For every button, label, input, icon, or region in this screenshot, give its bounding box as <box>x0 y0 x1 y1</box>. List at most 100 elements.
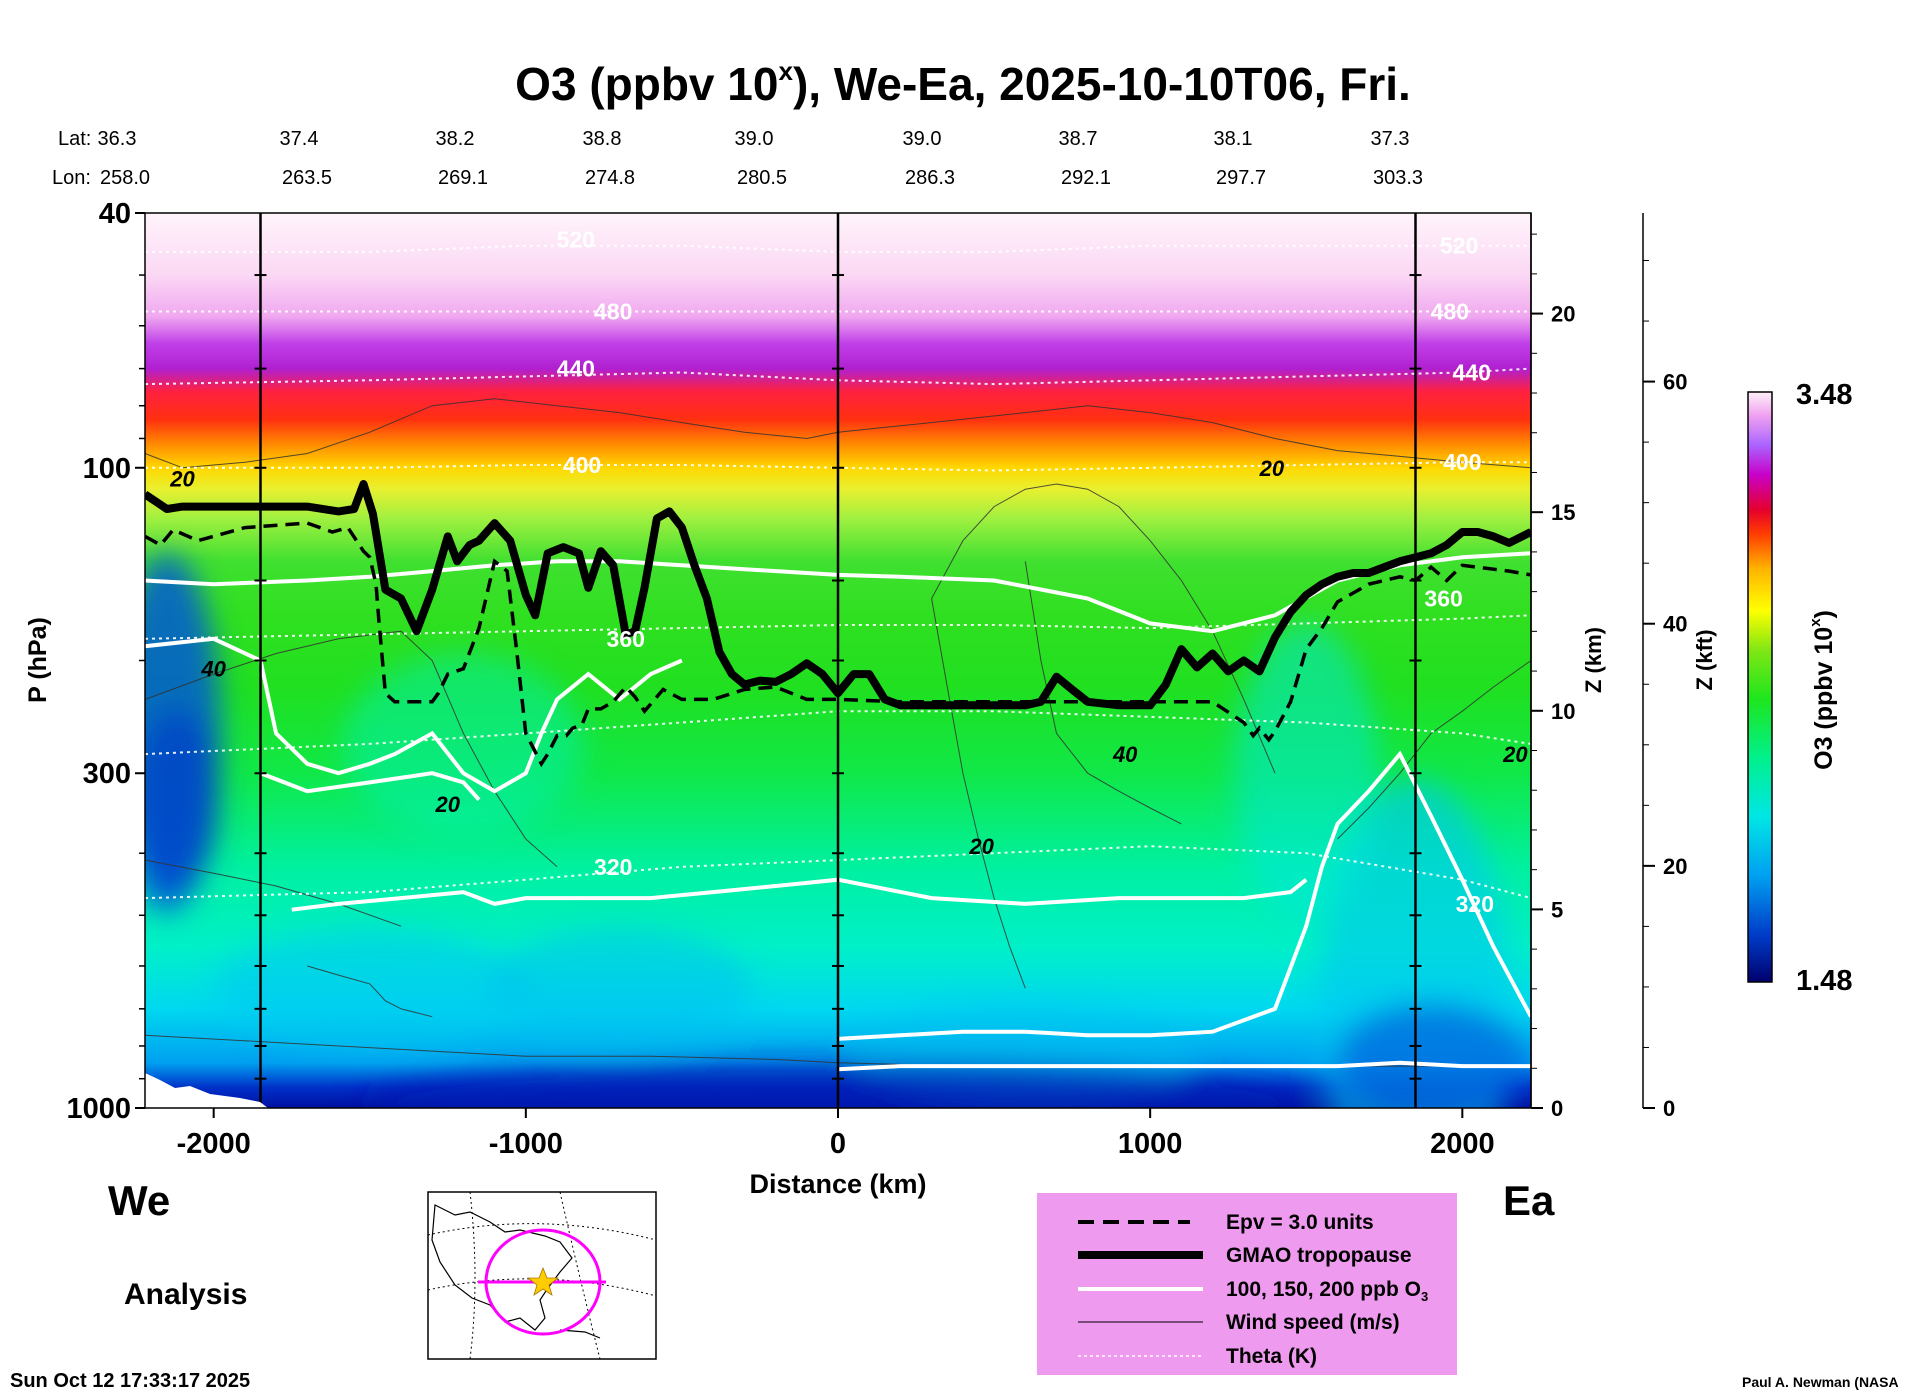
z-kft-tick-label: 40 <box>1663 612 1687 637</box>
wind-label: 20 <box>968 834 994 859</box>
lon-value: 280.5 <box>737 167 787 189</box>
wind-contour <box>931 598 1026 989</box>
continent-outline <box>431 1204 573 1331</box>
x-tick-label: -2000 <box>177 1128 251 1160</box>
east-label: Ea <box>1503 1177 1555 1224</box>
lat-value: 39.0 <box>903 128 942 150</box>
theta-isoline <box>145 461 1531 472</box>
theta-label: 440 <box>557 356 595 382</box>
lon-value: 263.5 <box>282 167 332 189</box>
tropopause-line <box>145 480 1531 710</box>
chart-title: O3 (ppbv 10x), We-Ea, 2025-10-10T06, Fri… <box>515 56 1411 110</box>
theta-label: 480 <box>594 298 632 324</box>
lon-value: 292.1 <box>1061 167 1111 189</box>
lon-value: 258.0 <box>100 167 150 189</box>
ozone-contour <box>291 877 1308 912</box>
z-km-tick-label: 20 <box>1551 302 1575 327</box>
pressure-axis: 1000 300 100 40 <box>66 198 145 1125</box>
terrain-mask <box>145 1073 268 1108</box>
ozone-contour <box>259 771 481 802</box>
theta-label: 400 <box>563 452 601 478</box>
theta-label: 400 <box>1443 449 1481 475</box>
lat-value: 37.4 <box>280 128 319 150</box>
wind-contour <box>1024 561 1182 825</box>
x-axis-label: Distance (km) <box>749 1169 926 1199</box>
wind-contour <box>145 398 1531 469</box>
ozone-contour <box>837 1060 1531 1072</box>
legend-theta: Theta (K) <box>1226 1345 1317 1368</box>
y-tick-label: 100 <box>83 453 131 485</box>
lon-value: 286.3 <box>905 167 955 189</box>
lon-row-label: Lon: <box>52 167 91 189</box>
lat-value: 36.3 <box>98 128 137 150</box>
z-km-tick-label: 15 <box>1551 500 1575 525</box>
theta-label: 320 <box>1456 891 1494 917</box>
z-kft-tick-label: 20 <box>1663 854 1687 879</box>
z-kft-axis: 0 20 40 60 <box>1642 213 1687 1121</box>
theta-label: 480 <box>1431 298 1469 324</box>
y-tick-label: 300 <box>83 758 131 790</box>
lon-value: 297.7 <box>1216 167 1266 189</box>
theta-label: 360 <box>1424 585 1462 611</box>
wind-contour <box>145 859 402 927</box>
lon-value: 274.8 <box>585 167 635 189</box>
y-tick-label: 1000 <box>66 1093 131 1125</box>
x-tick-label: -1000 <box>489 1128 563 1160</box>
theta-isolines <box>145 244 1531 900</box>
z-km-label: Z (km) <box>1581 627 1606 693</box>
x-tick-label: 1000 <box>1118 1128 1183 1160</box>
z-km-tick-label: 10 <box>1551 699 1575 724</box>
locator-map <box>427 1191 657 1360</box>
z-kft-label: Z (kft) <box>1692 629 1717 690</box>
wind-contour <box>1337 660 1531 840</box>
wind-label: 40 <box>1112 742 1138 767</box>
theta-isoline <box>145 710 1531 756</box>
theta-isoline <box>145 845 1531 900</box>
wind-labels: 20 40 20 20 40 20 20 <box>169 456 1528 859</box>
z-km-tick-label: 5 <box>1551 897 1563 922</box>
legend-epv: Epv = 3.0 units <box>1226 1211 1374 1234</box>
distance-axis: -2000 -1000 0 1000 2000 <box>177 1108 1495 1160</box>
theta-label: 520 <box>557 227 595 253</box>
z-kft-tick-label: 60 <box>1663 370 1687 395</box>
lat-value: 38.2 <box>436 128 475 150</box>
wind-label: 40 <box>200 657 226 682</box>
z-km-tick-label: 0 <box>1551 1096 1563 1121</box>
colorbar-max-label: 3.48 <box>1796 379 1852 411</box>
z-kft-tick-label: 0 <box>1663 1096 1675 1121</box>
ozone-variations <box>145 553 1528 1108</box>
lat-value: 38.8 <box>583 128 622 150</box>
legend-tropopause: GMAO tropopause <box>1226 1244 1412 1267</box>
lat-value: 39.0 <box>735 128 774 150</box>
west-label: We <box>108 1177 170 1224</box>
timestamp: Sun Oct 12 17:33:17 2025 <box>10 1370 250 1392</box>
plot-area: 520 480 440 400 360 320 520 480 440 400 360 320 20 4… <box>145 213 1531 1108</box>
theta-label: 440 <box>1453 360 1491 386</box>
lon-value: 303.3 <box>1373 167 1423 189</box>
legend-o3-contours: 100, 150, 200 ppb O3 <box>1226 1278 1428 1304</box>
theta-isoline <box>145 614 1531 640</box>
wind-label: 20 <box>169 467 195 492</box>
x-tick-label: 2000 <box>1430 1128 1495 1160</box>
locator-star-icon <box>526 1266 560 1296</box>
wind-label: 20 <box>1259 456 1285 481</box>
lat-value: 38.1 <box>1214 128 1253 150</box>
y-tick-label: 40 <box>99 198 131 230</box>
theta-label: 520 <box>1440 233 1478 259</box>
ozone-contour <box>145 636 683 794</box>
credit: Paul A. Newman (NASA <box>1742 1374 1899 1390</box>
wind-contour <box>307 965 433 1018</box>
wind-contour <box>931 483 1276 774</box>
vertical-reference-lines <box>254 213 1422 1108</box>
colorbar <box>1747 391 1773 983</box>
wind-label: 20 <box>435 792 461 817</box>
theta-label: 320 <box>594 854 632 880</box>
ozone-ppb-contours <box>145 551 1531 1072</box>
y-axis-label: P (hPa) <box>24 617 52 703</box>
x-tick-label: 0 <box>830 1128 846 1160</box>
lat-value: 37.3 <box>1371 128 1410 150</box>
theta-isoline <box>145 244 1531 253</box>
lat-value: 38.7 <box>1059 128 1098 150</box>
epv-3-line <box>145 521 1531 768</box>
colorbar-min-label: 1.48 <box>1796 965 1852 997</box>
